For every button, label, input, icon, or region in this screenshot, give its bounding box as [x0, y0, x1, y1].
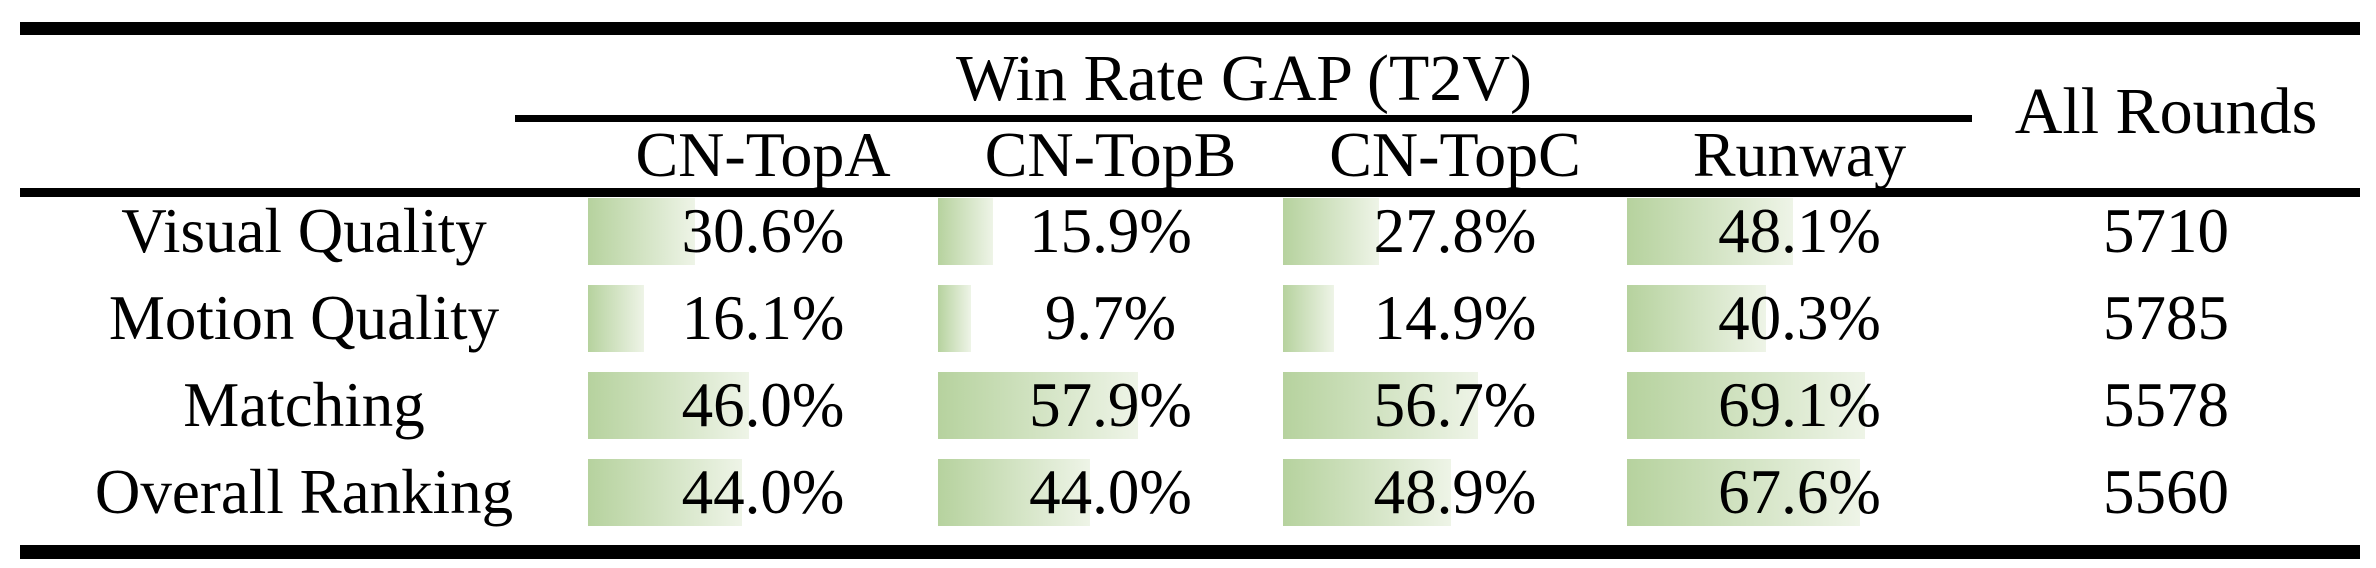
all-rounds-value: 5710 [2103, 196, 2229, 266]
winrate-value: 48.1% [1718, 196, 1881, 266]
winrate-data-bar [1283, 285, 1335, 352]
table-grid: Win Rate GAP (T2V) All Rounds CN-TopA CN… [20, 35, 2360, 536]
winrate-data-bar [588, 372, 749, 439]
winrate-value: 56.7% [1373, 370, 1537, 440]
winrate-data-bar [1627, 285, 1767, 352]
winrate-cell: 46.0% [588, 362, 938, 449]
all-rounds-value: 5560 [2103, 457, 2229, 527]
all-rounds-value: 5578 [2103, 370, 2229, 440]
column-header-runway: Runway [1692, 119, 1907, 190]
column-header-cn-topc: CN-TopC [1329, 119, 1581, 190]
winrate-cell: 16.1% [588, 275, 938, 362]
winrate-cell: 48.9% [1283, 449, 1627, 536]
winrate-value: 44.0% [1029, 457, 1192, 527]
winrate-value: 67.6% [1718, 457, 1881, 527]
winrate-value: 16.1% [681, 283, 845, 353]
winrate-cell: 69.1% [1627, 362, 1972, 449]
winrate-value: 27.8% [1373, 196, 1537, 266]
winrate-cell: 67.6% [1627, 449, 1972, 536]
row-label: Matching [183, 370, 425, 440]
winrate-data-bar [938, 198, 993, 265]
winrate-cell: 15.9% [938, 188, 1283, 275]
winrate-data-bar [588, 459, 742, 526]
winrate-cell: 30.6% [588, 188, 938, 275]
winrate-data-bar [1627, 372, 1866, 439]
winrate-value: 44.0% [681, 457, 845, 527]
winrate-value: 46.0% [681, 370, 845, 440]
winrate-data-bar [588, 285, 645, 352]
winrate-cell: 44.0% [938, 449, 1283, 536]
winrate-value: 9.7% [1044, 283, 1177, 353]
row-label: Visual Quality [121, 196, 487, 266]
winrate-data-bar [1283, 198, 1379, 265]
row-label: Motion Quality [108, 283, 500, 353]
winrate-value: 15.9% [1029, 196, 1192, 266]
winrate-data-bar [1283, 372, 1479, 439]
winrate-cell: 48.1% [1627, 188, 1972, 275]
top-rule [20, 22, 2360, 35]
winrate-value: 30.6% [681, 196, 845, 266]
winrate-cell: 56.7% [1283, 362, 1627, 449]
winrate-cell: 44.0% [588, 449, 938, 536]
winrate-cell: 27.8% [1283, 188, 1627, 275]
winrate-value: 14.9% [1373, 283, 1537, 353]
header-rule [20, 188, 2360, 197]
column-header-cn-topb: CN-TopB [984, 119, 1237, 190]
winrate-value: 69.1% [1718, 370, 1881, 440]
table-title: Win Rate GAP (T2V) [956, 41, 1532, 115]
winrate-value: 57.9% [1029, 370, 1192, 440]
winrate-cell: 40.3% [1627, 275, 1972, 362]
winrate-data-bar [1283, 459, 1452, 526]
winrate-value: 40.3% [1718, 283, 1881, 353]
winrate-cell: 9.7% [938, 275, 1283, 362]
winrate-value: 48.9% [1373, 457, 1537, 527]
bottom-rule [20, 545, 2360, 559]
all-rounds-value: 5785 [2103, 283, 2229, 353]
winrate-cell: 57.9% [938, 362, 1283, 449]
cmid-rule [515, 115, 1972, 122]
column-header-cn-topa: CN-TopA [635, 119, 891, 190]
winrate-cell: 14.9% [1283, 275, 1627, 362]
winrate-data-bar [1627, 459, 1861, 526]
winrate-data-bar [938, 285, 972, 352]
row-label: Overall Ranking [94, 457, 514, 527]
all-rounds-header: All Rounds [2014, 74, 2318, 148]
winrate-data-bar [588, 198, 696, 265]
winrate-data-bar [938, 459, 1090, 526]
win-rate-table: Win Rate GAP (T2V) All Rounds CN-TopA CN… [20, 0, 2360, 568]
winrate-data-bar [1627, 198, 1793, 265]
winrate-data-bar [938, 372, 1138, 439]
